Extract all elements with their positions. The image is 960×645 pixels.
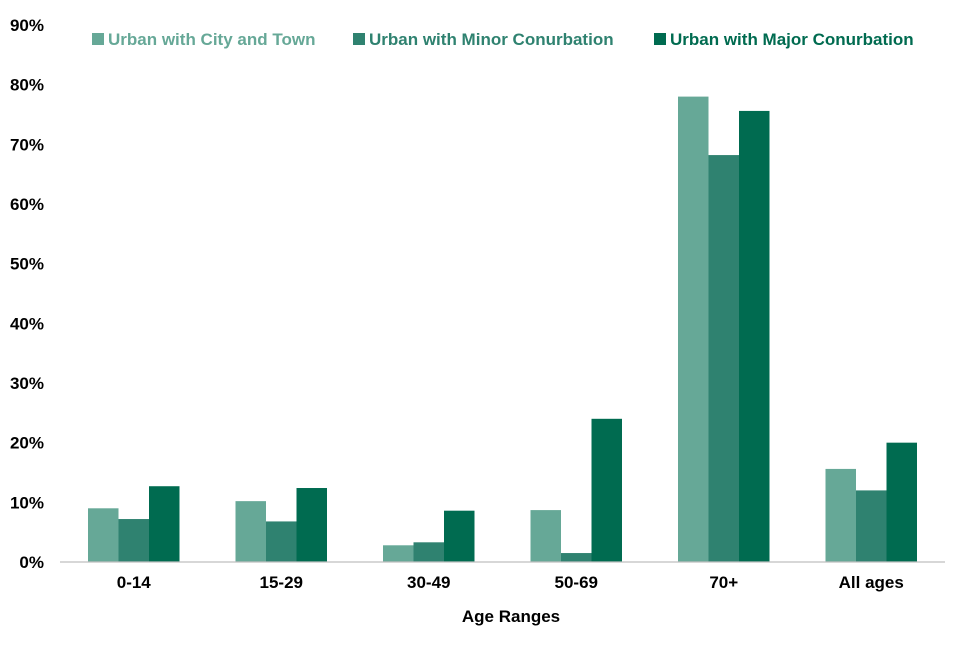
bar-3 (149, 486, 180, 562)
bar-2 (856, 490, 887, 562)
legend: Urban with City and Town Urban with Minor… (92, 30, 914, 49)
bar-3 (739, 110, 770, 563)
x-tick-label: 0-14 (117, 573, 152, 592)
x-tick-label: 50-69 (555, 573, 598, 592)
x-axis-title: Age Ranges (462, 607, 560, 626)
x-tick-label: All ages (839, 573, 904, 592)
y-tick-label: 40% (10, 314, 44, 333)
bar-3 (886, 442, 917, 562)
x-axis-ticks: 0-14 15-29 30-49 50-69 70+ All ages (117, 573, 904, 592)
x-tick-label: 70+ (709, 573, 738, 592)
bar-2 (708, 155, 739, 562)
y-tick-label: 0% (19, 553, 44, 572)
x-tick-label: 15-29 (260, 573, 303, 592)
bar-3 (444, 510, 475, 562)
bar-2 (413, 542, 444, 562)
bar-1 (678, 96, 709, 562)
y-tick-label: 20% (10, 434, 44, 453)
y-tick-label: 30% (10, 374, 44, 393)
legend-swatch (353, 33, 365, 45)
bar-2 (118, 519, 149, 562)
y-tick-label: 50% (10, 255, 44, 274)
y-tick-label: 10% (10, 493, 44, 512)
y-tick-label: 80% (10, 76, 44, 95)
bar-2 (561, 553, 592, 562)
bar-2 (266, 521, 297, 562)
bars-layer (88, 96, 917, 563)
bar-1 (383, 545, 414, 562)
legend-label: Urban with Major Conurbation (670, 30, 914, 49)
y-axis-ticks: 0% 10% 20% 30% 40% 50% 60% 70% 80% 90% (10, 16, 44, 572)
bar-1 (235, 501, 266, 562)
legend-label: Urban with Minor Conurbation (369, 30, 614, 49)
bar-1 (88, 508, 119, 562)
legend-label: Urban with City and Town (108, 30, 315, 49)
bar-1 (530, 510, 561, 562)
y-tick-label: 60% (10, 195, 44, 214)
y-tick-label: 70% (10, 135, 44, 154)
bar-3 (296, 488, 327, 562)
legend-swatch (92, 33, 104, 45)
bar-1 (825, 468, 856, 562)
y-tick-label: 90% (10, 16, 44, 35)
legend-swatch (654, 33, 666, 45)
x-tick-label: 30-49 (407, 573, 450, 592)
bar-3 (591, 418, 622, 562)
